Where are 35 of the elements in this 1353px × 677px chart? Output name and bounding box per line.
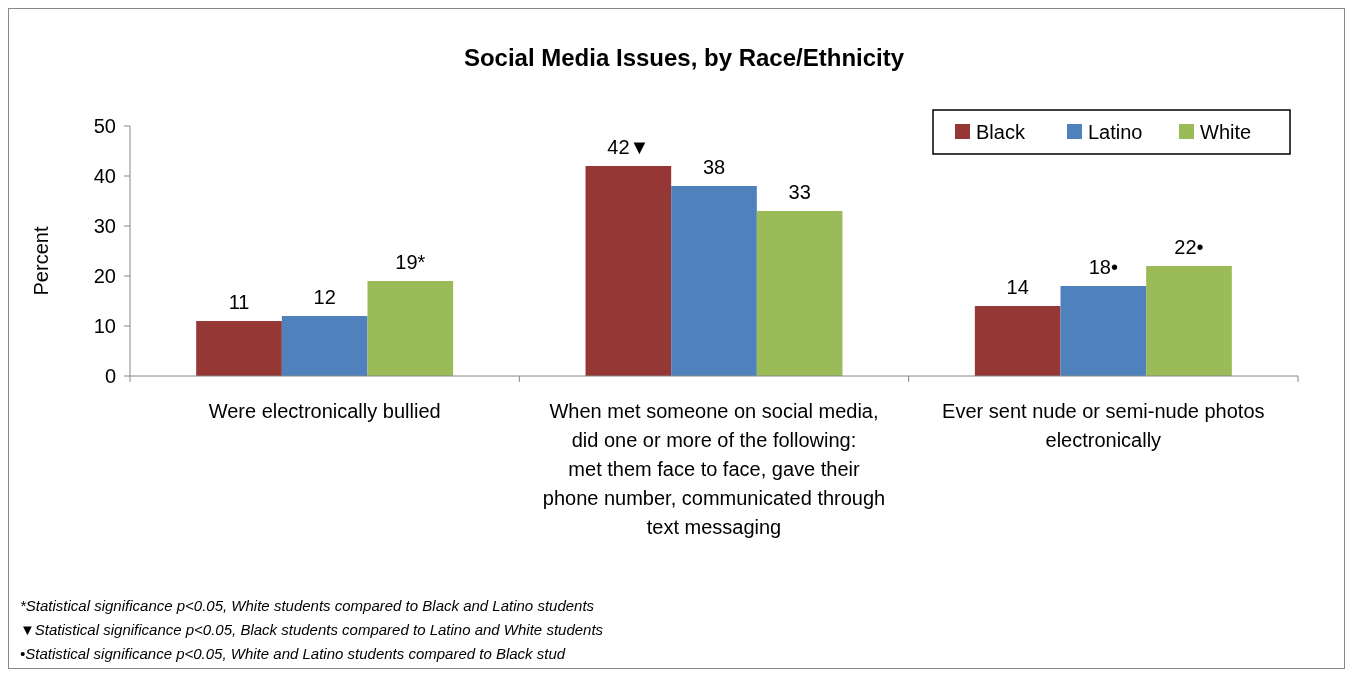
y-tick-label: 0 (104, 365, 116, 387)
x-tick-label: Ever sent nude or semi-nude photos electronically (942, 400, 1265, 451)
bar (671, 186, 757, 376)
text: •Statistical significance p<0.05, White and Latino students compared to Black stud (20, 645, 566, 662)
bar (367, 281, 454, 376)
text: *Statistical significance p<0.05, White students compared to Black and Latino students (20, 597, 595, 614)
x-tick-label: When met someone on social media, did one or more of the following: met them face to face, gave their phone number, communicated through text messaging (542, 400, 886, 538)
legend-label: Black (976, 121, 1026, 143)
y-tick-label: 50 (93, 115, 116, 137)
data-label: 38 (702, 156, 726, 178)
y-axis-title: Percent (30, 226, 52, 296)
data-label: 18• (1088, 256, 1118, 278)
data-label: 11 (228, 291, 250, 313)
text: ▼Statistical significance p<0.05, Black students compared to Latino and White students (20, 621, 604, 638)
legend-label: White (1200, 121, 1252, 143)
bar (1060, 286, 1147, 376)
data-label: 12 (313, 286, 336, 308)
y-tick-label: 20 (93, 265, 116, 287)
bar (585, 166, 672, 376)
bar (974, 306, 1061, 376)
data-label: 22• (1174, 236, 1204, 258)
y-tick-label: 10 (93, 315, 116, 337)
bar (756, 211, 843, 376)
data-label: 42▼ (607, 136, 650, 158)
data-label: 19* (395, 251, 426, 273)
data-label: 33 (788, 181, 811, 203)
y-tick-label: 40 (93, 165, 116, 187)
legend-label: Latino (1088, 121, 1143, 143)
bar (196, 321, 282, 376)
bar (1146, 266, 1232, 376)
bar (281, 316, 368, 376)
chart-title: Social Media Issues, by Race/Ethnicity (463, 44, 905, 71)
y-tick-label: 30 (93, 215, 116, 237)
data-label: 14 (1006, 276, 1029, 298)
x-tick-label: Were electronically bullied (208, 400, 441, 422)
